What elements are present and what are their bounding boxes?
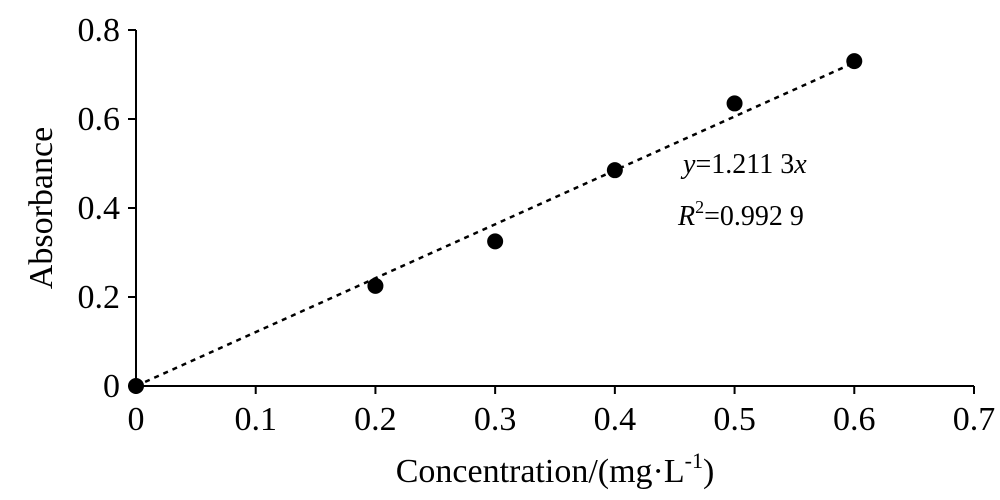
x-axis-title: Concentration/(mg·L-1) xyxy=(396,448,715,490)
x-axis-title-superscript: -1 xyxy=(685,448,703,473)
x-tick-label: 0.5 xyxy=(713,401,756,438)
x-axis-ticks: 0 0.1 0.2 0.3 0.4 0.5 0.6 0.7 xyxy=(128,386,996,438)
data-point xyxy=(367,277,384,294)
r-squared-annotation: R2=0.992 9 xyxy=(677,197,804,232)
data-point xyxy=(726,95,743,112)
y-tick-label: 0.6 xyxy=(78,101,121,138)
y-axis-title: Absorbance xyxy=(23,127,60,289)
data-point xyxy=(487,233,504,250)
x-tick-label: 0.2 xyxy=(354,401,397,438)
y-tick-label: 0.2 xyxy=(78,279,121,316)
r-squared-superscript: 2 xyxy=(695,197,704,217)
x-axis-title-main: Concentration/(mg·L xyxy=(396,453,685,490)
x-axis-title-suffix: ) xyxy=(703,453,714,490)
x-tick-label: 0.3 xyxy=(474,401,517,438)
x-tick-label: 0.7 xyxy=(953,401,996,438)
data-point xyxy=(128,378,144,394)
x-tick-label: 0.6 xyxy=(833,401,876,438)
equation-value: =1.211 3 xyxy=(695,149,794,180)
equation-y-symbol: y xyxy=(680,149,696,180)
x-tick-label: 0.4 xyxy=(594,401,637,438)
data-point xyxy=(846,53,863,70)
x-tick-label: 0.1 xyxy=(234,401,277,438)
linear-fit-line xyxy=(135,61,855,388)
y-tick-label: 0.8 xyxy=(78,12,121,49)
data-point xyxy=(606,162,623,179)
y-tick-label: 0 xyxy=(103,368,120,405)
regression-equation: y=1.211 3x xyxy=(680,149,807,180)
r-squared-symbol: R xyxy=(677,201,695,232)
data-points xyxy=(128,53,863,394)
y-axis-ticks: 0 0.2 0.4 0.6 0.8 xyxy=(78,12,136,405)
x-tick-label: 0 xyxy=(128,401,145,438)
equation-x-symbol: x xyxy=(793,149,807,180)
r-squared-value: =0.992 9 xyxy=(704,201,804,232)
y-tick-label: 0.4 xyxy=(78,190,121,227)
